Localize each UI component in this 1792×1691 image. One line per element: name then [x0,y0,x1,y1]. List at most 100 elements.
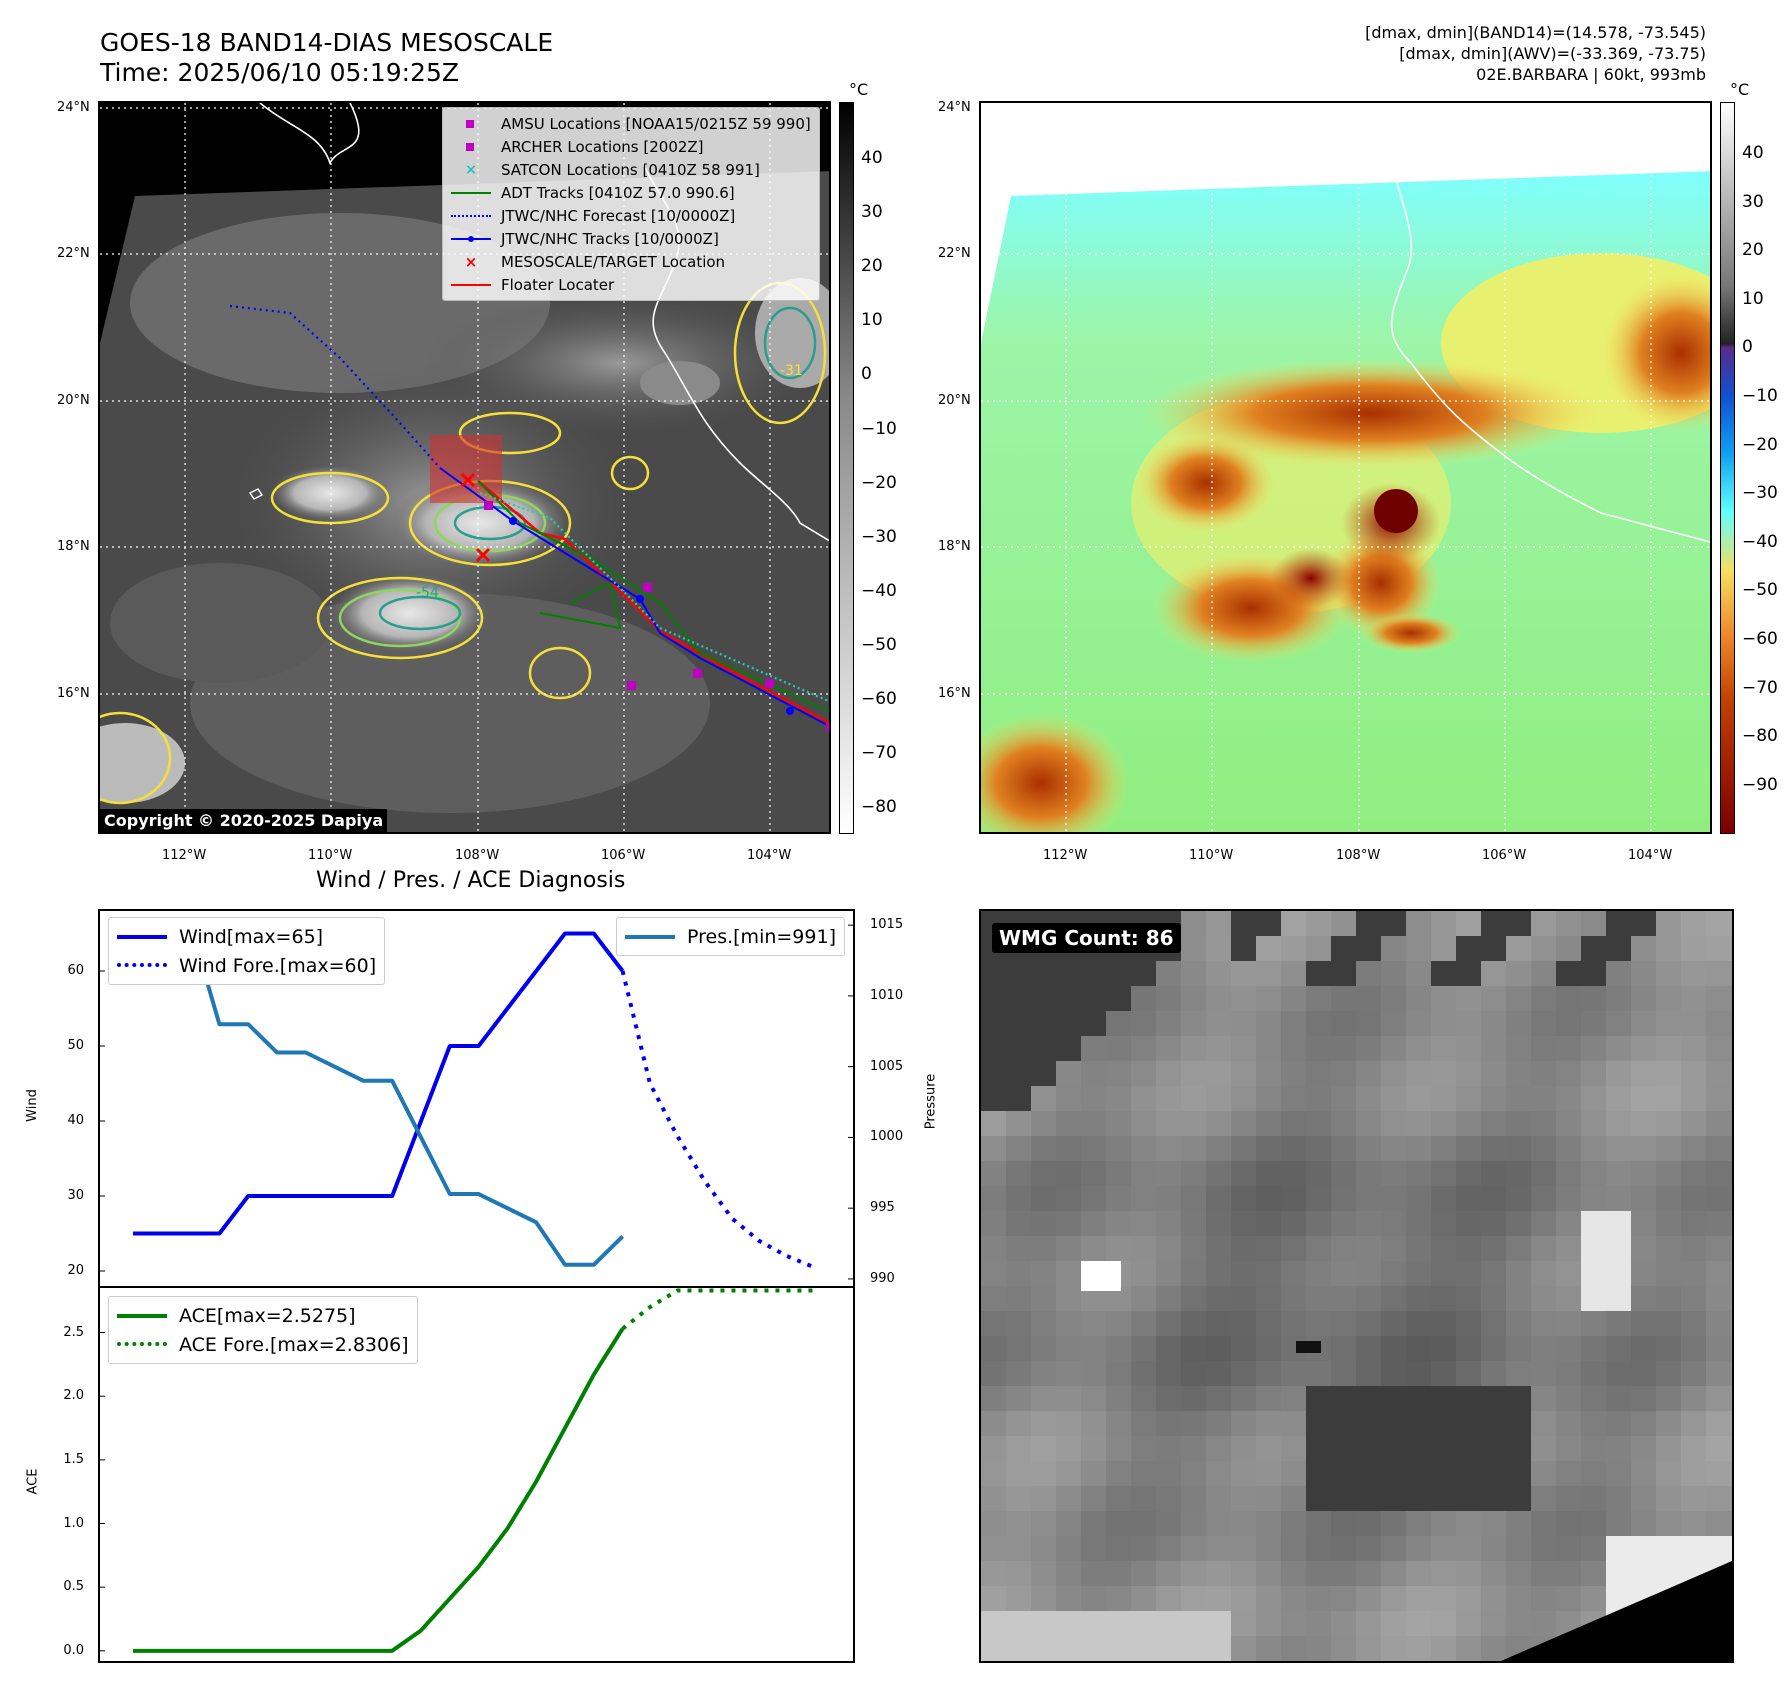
lat-label-22n: 22°N [938,246,971,261]
legend-item-floater: Floater Locater [451,273,811,296]
colorbar-tick-label: −50 [861,634,897,655]
colorbar-tick-label: 30 [861,202,883,223]
axis-tick-label: 40 [67,1113,84,1128]
colorbar-tick-label: −50 [1742,580,1778,601]
figure-title-line1: GOES-18 BAND14-DIAS MESOSCALE [100,28,554,57]
colorbar-left [839,102,854,834]
wmg-count-label: WMG Count: 86 [992,923,1181,953]
colorbar-tick-label: −30 [861,526,897,547]
colorbar-tick-label: −20 [861,472,897,493]
lon-label-112w: 112°W [162,848,207,863]
lon-label-110w: 110°W [1189,848,1234,863]
lon-label-104w: 104°W [747,848,792,863]
ace-forecast-series [621,1288,815,1331]
wind-axis-label: Wind [24,1089,40,1122]
lat-label-16n: 16°N [57,686,90,701]
dmax-band14-info: [dmax, dmin](BAND14)=(14.578, -73.545) [1365,23,1706,42]
colorbar-tick-label: 20 [1742,240,1764,261]
colorbar-tick-label: 10 [861,310,883,331]
pressure-legend: Pres.[min=991] [616,917,845,956]
legend-item-satcon: × SATCON Locations [0410Z 58 991] [465,160,760,179]
axis-tick-label: 990 [870,1270,895,1286]
lat-label-20n: 20°N [57,393,90,408]
colorbar-tick-label: −30 [1742,483,1778,504]
lon-label-110w: 110°W [308,848,353,863]
legend-item-wind: Wind[max=65] [117,922,376,951]
lon-label-106w: 106°W [1482,848,1527,863]
legend-item-adt: ADT Tracks [0410Z 57.0 990.6] [451,181,811,204]
colorbar-tick-label: 40 [1742,143,1764,163]
lat-label-18n: 18°N [57,539,90,554]
wind-forecast-series [620,970,815,1270]
storm-info: 02E.BARBARA | 60kt, 993mb [1476,65,1706,84]
colorbar-tick-label: −80 [1742,726,1778,747]
colorbar-right [1720,102,1735,834]
colorbar-tick-label: −80 [861,797,897,818]
legend-item-ace: ACE[max=2.5275] [117,1301,409,1330]
colorbar-tick-label: 10 [1742,288,1764,309]
lon-label-108w: 108°W [455,848,500,863]
lat-label-22n: 22°N [57,246,90,261]
figure-title-line2: Time: 2025/06/10 05:19:25Z [100,58,459,87]
ace-series [133,1327,625,1653]
colorbar-tick-label: 0 [1742,337,1753,358]
legend-item-mesoscale: × MESOSCALE/TARGET Location [464,252,726,271]
colorbar-tick-label: −40 [1742,531,1778,552]
wind-legend: Wind[max=65] Wind Fore.[max=60] [108,917,386,985]
legend-item-pressure: Pres.[min=991] [625,922,836,951]
axis-tick-label: 20 [67,1263,84,1278]
colorbar-tick-label: 20 [861,256,883,277]
ace-legend: ACE[max=2.5275] ACE Fore.[max=2.8306] [108,1296,418,1364]
colorbar-tick-label: −70 [861,743,897,764]
axis-tick-label: 60 [67,963,84,978]
axis-tick-label: 1005 [870,1058,904,1074]
colorbar-tick-label: −40 [861,580,897,601]
axis-tick-label: 1.0 [63,1515,84,1531]
lon-label-112w: 112°W [1043,848,1088,863]
contour-label: -31 [780,363,803,379]
legend-item-jtwc-forecast: JTWC/NHC Forecast [10/0000Z] [451,204,811,227]
colorbar-tick-label: −10 [861,418,897,439]
axis-tick-label: 50 [67,1038,84,1053]
diagnosis-title: Wind / Pres. / ACE Diagnosis [316,868,626,893]
colorbar-tick-label: −60 [861,689,897,709]
pressure-axis-label: Pressure [923,1073,939,1130]
contour-label: -54 [416,585,439,601]
colorbar-tick-label: −90 [1742,774,1778,795]
axis-tick-label: 1010 [870,987,904,1003]
wind-pressure-panel: Wind[max=65] Wind Fore.[max=60] Pres.[mi… [98,909,855,1288]
colorbar-left-unit: °C [849,80,869,99]
axis-tick-label: 0.0 [63,1642,84,1658]
awv-satellite-map [979,101,1712,834]
wind-series [133,931,625,1236]
wmg-image [981,911,1732,1661]
legend-item-archer: ARCHER Locations [2002Z] [451,135,811,158]
axis-tick-label: 2.0 [63,1388,84,1404]
colorbar-right-unit: °C [1730,80,1750,99]
legend-item-ace-fore: ACE Fore.[max=2.8306] [117,1330,409,1359]
axis-tick-label: 30 [67,1188,84,1203]
lat-label-16n: 16°N [938,686,971,701]
dmax-awv-info: [dmax, dmin](AWV)=(-33.369, -73.75) [1399,44,1706,63]
colorbar-tick-label: −20 [1742,434,1778,455]
axis-tick-label: 1000 [870,1129,904,1145]
axis-tick-label: 1.5 [63,1451,84,1467]
ace-panel: ACE[max=2.5275] ACE Fore.[max=2.8306] [98,1286,855,1663]
lat-label-20n: 20°N [938,393,971,408]
legend-item-jtwc-tracks: JTWC/NHC Tracks [10/0000Z] [451,227,811,250]
axis-tick-label: 1015 [870,917,904,933]
ace-plot [100,1288,815,1653]
wind-pressure-plot [100,923,853,1280]
legend-item-amsu: AMSU Locations [NOAA15/0215Z 59 990] [451,112,811,135]
map-legend: AMSU Locations [NOAA15/0215Z 59 990] ARC… [442,107,820,301]
lon-label-104w: 104°W [1628,848,1673,863]
pressure-series [133,923,625,1267]
copyright-label: Copyright © 2020-2025 Dapiya [100,809,388,832]
lon-label-108w: 108°W [1336,848,1381,863]
lat-label-24n: 24°N [57,100,90,115]
lat-label-18n: 18°N [938,539,971,554]
colorbar-tick-label: −70 [1742,677,1778,698]
legend-item-wind-fore: Wind Fore.[max=60] [117,951,376,980]
axis-tick-label: 2.5 [63,1324,84,1340]
lon-label-106w: 106°W [601,848,646,863]
